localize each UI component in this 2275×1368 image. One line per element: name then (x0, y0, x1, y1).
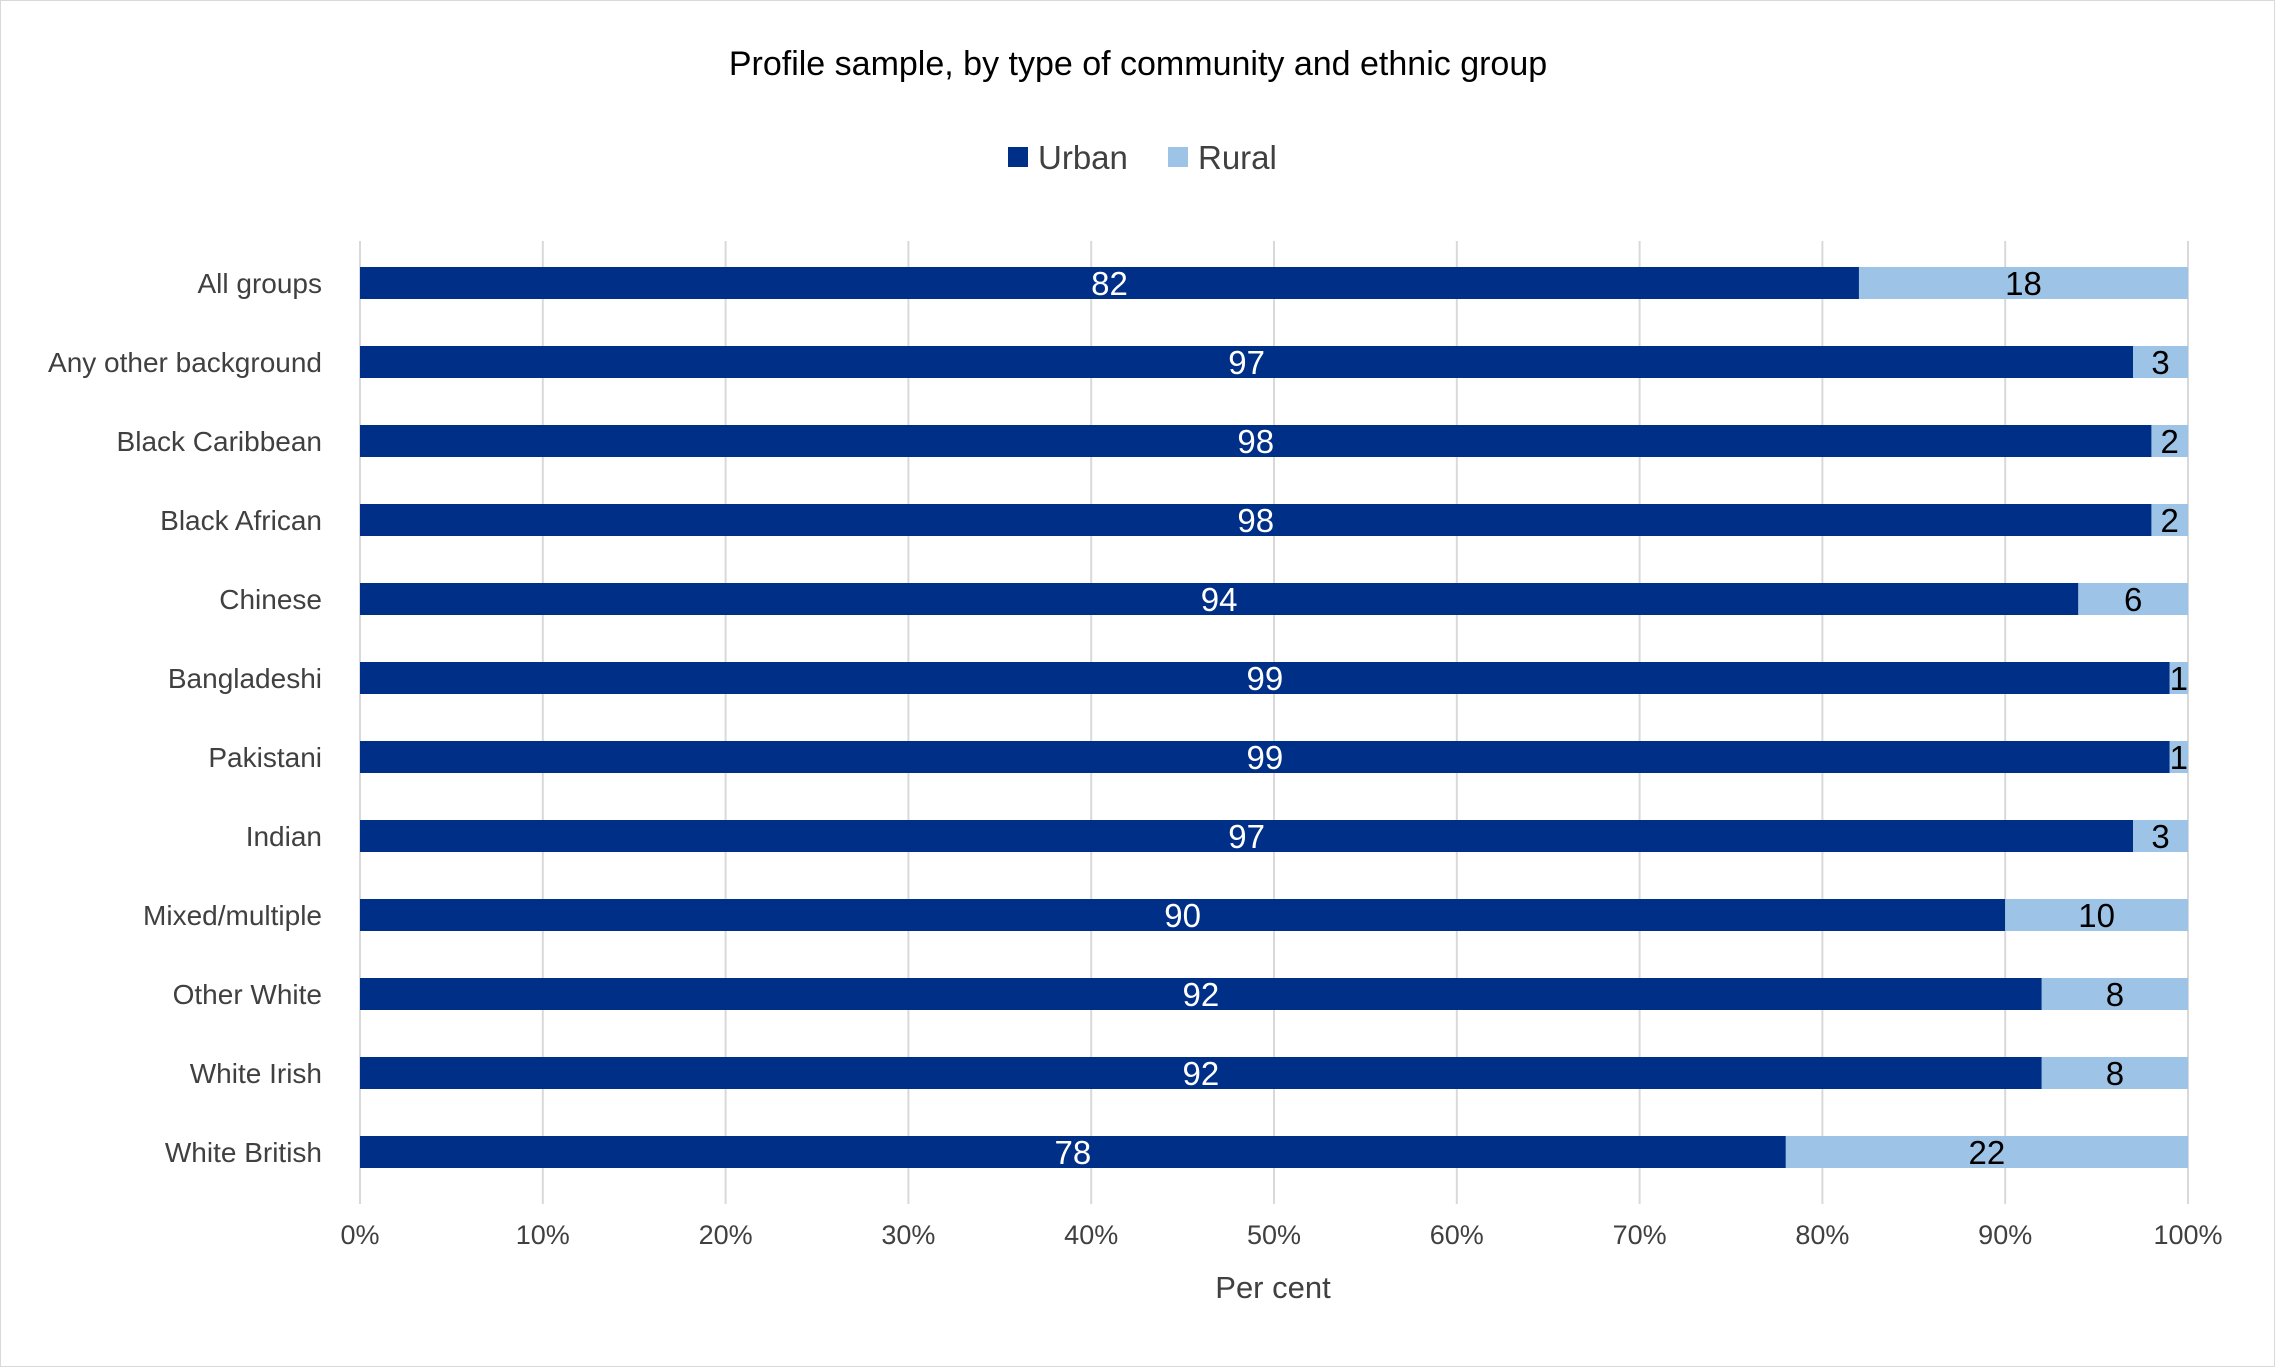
data-label-rural: 2 (2161, 502, 2179, 539)
bar-rural (2041, 978, 2188, 1010)
category-label: Pakistani (208, 742, 322, 773)
data-label-rural: 1 (2170, 739, 2188, 776)
x-tick-label: 50% (1247, 1220, 1301, 1250)
x-tick-label: 10% (516, 1220, 570, 1250)
x-tick-label: 100% (2153, 1220, 2222, 1250)
bar-urban (360, 820, 2134, 852)
data-label-urban: 98 (1237, 423, 1274, 460)
category-label: White Irish (190, 1058, 322, 1089)
x-tick-label: 90% (1978, 1220, 2032, 1250)
bar-urban (360, 425, 2152, 457)
bar-urban (360, 267, 1859, 299)
data-label-rural: 10 (2078, 897, 2115, 934)
bar-urban (360, 662, 2170, 694)
data-label-urban: 92 (1183, 1055, 1220, 1092)
bar-urban (360, 741, 2170, 773)
data-label-rural: 18 (2005, 265, 2042, 302)
bar-rural (2169, 662, 2188, 694)
data-label-urban: 99 (1247, 739, 1284, 776)
legend-label-rural: Rural (1198, 139, 1277, 176)
bar-urban (360, 346, 2134, 378)
data-label-urban: 97 (1228, 344, 1265, 381)
bar-rural (2133, 820, 2188, 852)
data-label-rural: 3 (2151, 344, 2169, 381)
data-label-urban: 97 (1228, 818, 1265, 855)
bar-urban (360, 504, 2152, 536)
legend-swatch-urban (1008, 147, 1028, 167)
data-label-urban: 92 (1183, 976, 1220, 1013)
category-label: Indian (246, 821, 322, 852)
bar-rural (2169, 741, 2188, 773)
x-tick-label: 30% (881, 1220, 935, 1250)
category-label: Mixed/multiple (143, 900, 322, 931)
x-axis-title: Per cent (1215, 1270, 1331, 1305)
grid-lines (359, 241, 2189, 1204)
data-label-rural: 2 (2161, 423, 2179, 460)
data-label-urban: 78 (1055, 1134, 1092, 1171)
bar-rural (2133, 346, 2188, 378)
data-label-urban: 94 (1201, 581, 1238, 618)
bar-rural (2041, 1057, 2188, 1089)
bar-urban (360, 899, 2006, 931)
category-label: White British (165, 1137, 322, 1168)
data-label-rural: 3 (2151, 818, 2169, 855)
data-label-rural: 8 (2106, 976, 2124, 1013)
x-tick-label: 80% (1795, 1220, 1849, 1250)
data-label-rural: 1 (2170, 660, 2188, 697)
bar-rural (2005, 899, 2188, 931)
category-label: Black Caribbean (117, 426, 322, 457)
data-label-urban: 99 (1247, 660, 1284, 697)
data-label-rural: 8 (2106, 1055, 2124, 1092)
x-tick-label: 70% (1613, 1220, 1667, 1250)
x-tick-label: 40% (1064, 1220, 1118, 1250)
x-tick-label: 0% (340, 1220, 379, 1250)
category-label: Chinese (219, 584, 322, 615)
bar-urban (360, 583, 2079, 615)
data-label-urban: 98 (1237, 502, 1274, 539)
bar-rural (1858, 267, 2188, 299)
bar-urban (360, 978, 2042, 1010)
x-tick-labels: 0% 10% 20% 30% 40% 50% 60% 70% 80% 90% 100% (340, 1220, 2222, 1250)
data-label-urban: 90 (1164, 897, 1201, 934)
bar-urban (360, 1057, 2042, 1089)
data-label-urban: 82 (1091, 265, 1128, 302)
x-tick-label: 60% (1430, 1220, 1484, 1250)
bar-rural (1785, 1136, 2188, 1168)
legend-label-urban: Urban (1038, 139, 1128, 176)
category-label: Other White (173, 979, 322, 1010)
category-label: Black African (160, 505, 322, 536)
bar-rural (2151, 504, 2188, 536)
legend-swatch-rural (1168, 147, 1188, 167)
x-tick-label: 20% (699, 1220, 753, 1250)
category-labels: All groups Any other background Black Cari… (48, 268, 322, 1168)
category-label: All groups (197, 268, 322, 299)
category-label: Any other background (48, 347, 322, 378)
data-label-rural: 6 (2124, 581, 2142, 618)
bar-rural (2151, 425, 2188, 457)
chart-title: Profile sample, by type of community and… (729, 45, 1547, 83)
bar-rural (2078, 583, 2188, 615)
legend: Urban Rural (1008, 139, 1277, 176)
bar-urban (360, 1136, 1786, 1168)
category-label: Bangladeshi (168, 663, 322, 694)
data-label-rural: 22 (1969, 1134, 2006, 1171)
